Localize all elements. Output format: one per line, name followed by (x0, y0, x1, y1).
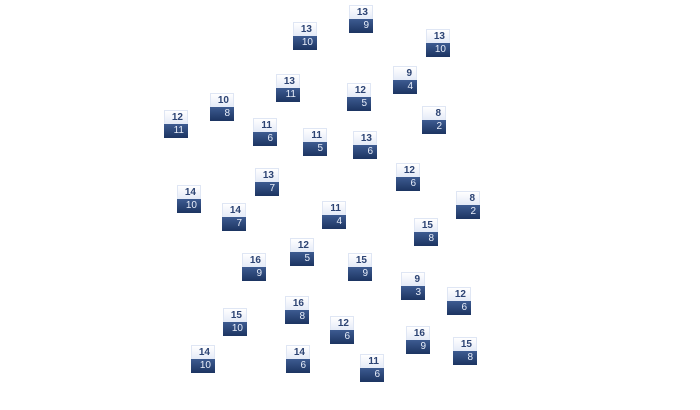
node-bottom-value: 10 (426, 43, 450, 57)
node-bottom-value: 9 (406, 340, 430, 354)
node-top-value: 15 (223, 308, 247, 322)
node[interactable]: 16 8 (285, 296, 309, 324)
node[interactable]: 10 8 (210, 93, 234, 121)
node-bottom-value: 6 (447, 301, 471, 315)
node-top-value: 15 (348, 253, 372, 267)
node-top-value: 12 (396, 163, 420, 177)
node-top-value: 14 (191, 345, 215, 359)
node-bottom-value: 9 (349, 19, 373, 33)
node-bottom-value: 5 (303, 142, 327, 156)
node-bottom-value: 5 (347, 97, 371, 111)
node-top-value: 11 (322, 201, 346, 215)
node-bottom-value: 6 (396, 177, 420, 191)
node-bottom-value: 6 (360, 368, 384, 382)
node-top-value: 16 (285, 296, 309, 310)
node-top-value: 16 (406, 326, 430, 340)
node-bottom-value: 8 (414, 232, 438, 246)
node[interactable]: 12 6 (396, 163, 420, 191)
node-top-value: 11 (253, 118, 277, 132)
node-bottom-value: 5 (290, 252, 314, 266)
node-bottom-value: 8 (453, 351, 477, 365)
node-top-value: 10 (210, 93, 234, 107)
node-bottom-value: 3 (401, 286, 425, 300)
node-bottom-value: 8 (210, 107, 234, 121)
node-top-value: 12 (330, 316, 354, 330)
node-bottom-value: 11 (276, 88, 300, 102)
node-bottom-value: 10 (293, 36, 317, 50)
node-bottom-value: 10 (177, 199, 201, 213)
node[interactable]: 13 9 (349, 5, 373, 33)
node-top-value: 15 (414, 218, 438, 232)
node[interactable]: 13 11 (276, 74, 300, 102)
node-bottom-value: 7 (222, 217, 246, 231)
node[interactable]: 12 5 (347, 83, 371, 111)
node[interactable]: 12 6 (330, 316, 354, 344)
node-top-value: 8 (422, 106, 446, 120)
node[interactable]: 11 4 (322, 201, 346, 229)
node-top-value: 15 (453, 337, 477, 351)
node-top-value: 14 (222, 203, 246, 217)
node-bottom-value: 2 (456, 205, 480, 219)
node-top-value: 12 (164, 110, 188, 124)
node-top-value: 13 (353, 131, 377, 145)
node-top-value: 11 (360, 354, 384, 368)
node[interactable]: 15 8 (453, 337, 477, 365)
node-top-value: 9 (393, 66, 417, 80)
node-bottom-value: 6 (286, 359, 310, 373)
node-bottom-value: 6 (353, 145, 377, 159)
node-bottom-value: 7 (255, 182, 279, 196)
node-top-value: 12 (347, 83, 371, 97)
node-top-value: 13 (293, 22, 317, 36)
node-bottom-value: 6 (253, 132, 277, 146)
node[interactable]: 12 5 (290, 238, 314, 266)
node[interactable]: 12 6 (447, 287, 471, 315)
node-top-value: 9 (401, 272, 425, 286)
node-top-value: 8 (456, 191, 480, 205)
node-bottom-value: 4 (393, 80, 417, 94)
node-top-value: 13 (255, 168, 279, 182)
node-top-value: 12 (290, 238, 314, 252)
node[interactable]: 14 6 (286, 345, 310, 373)
node[interactable]: 13 6 (353, 131, 377, 159)
node-bottom-value: 10 (191, 359, 215, 373)
node[interactable]: 14 7 (222, 203, 246, 231)
node[interactable]: 16 9 (242, 253, 266, 281)
node[interactable]: 11 5 (303, 128, 327, 156)
node-top-value: 12 (447, 287, 471, 301)
node[interactable]: 13 10 (293, 22, 317, 50)
node[interactable]: 13 10 (426, 29, 450, 57)
node-top-value: 13 (276, 74, 300, 88)
node[interactable]: 15 9 (348, 253, 372, 281)
node-top-value: 16 (242, 253, 266, 267)
node[interactable]: 15 8 (414, 218, 438, 246)
node-bottom-value: 4 (322, 215, 346, 229)
node-top-value: 14 (286, 345, 310, 359)
node-bottom-value: 11 (164, 124, 188, 138)
node-bottom-value: 9 (242, 267, 266, 281)
node[interactable]: 16 9 (406, 326, 430, 354)
node-bottom-value: 8 (285, 310, 309, 324)
node-bottom-value: 10 (223, 322, 247, 336)
node[interactable]: 15 10 (223, 308, 247, 336)
node[interactable]: 12 11 (164, 110, 188, 138)
node[interactable]: 11 6 (360, 354, 384, 382)
node-top-value: 11 (303, 128, 327, 142)
node-top-value: 14 (177, 185, 201, 199)
node-top-value: 13 (426, 29, 450, 43)
node-bottom-value: 6 (330, 330, 354, 344)
node[interactable]: 14 10 (177, 185, 201, 213)
node[interactable]: 13 7 (255, 168, 279, 196)
node-top-value: 13 (349, 5, 373, 19)
node[interactable]: 11 6 (253, 118, 277, 146)
node-bottom-value: 2 (422, 120, 446, 134)
node-bottom-value: 9 (348, 267, 372, 281)
node[interactable]: 14 10 (191, 345, 215, 373)
